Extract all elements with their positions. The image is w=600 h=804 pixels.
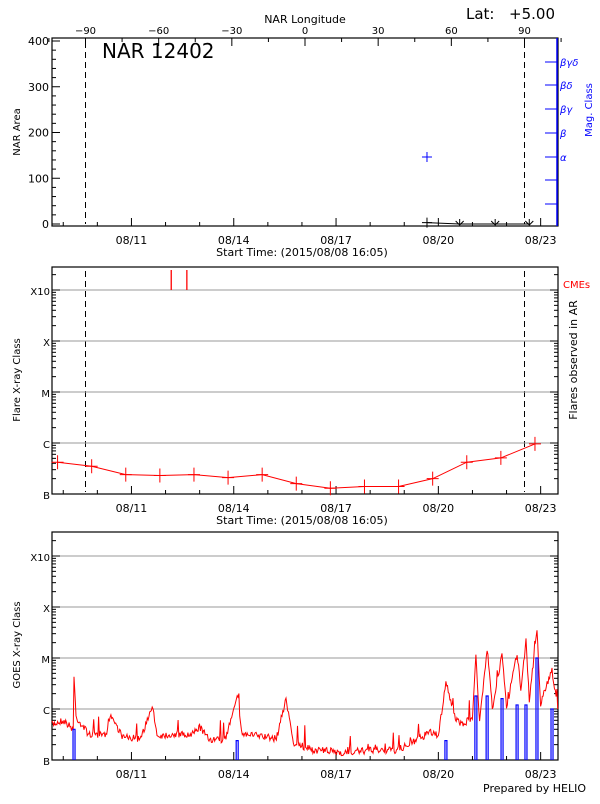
area-axis-label: NAR Area <box>12 108 23 155</box>
lat-value: +5.00 <box>509 5 555 23</box>
flare-point <box>222 470 235 485</box>
goes-short-channel-spike <box>535 657 539 760</box>
y-tick-label: X10 <box>30 287 50 298</box>
credit-text: Prepared by HELIO <box>483 782 586 795</box>
y-tick-label: 0 <box>42 218 49 231</box>
top-tick-label: −60 <box>148 26 169 37</box>
goes-short-channel-spike <box>515 704 519 760</box>
flare-point <box>119 467 132 482</box>
panel2-frame <box>51 266 559 495</box>
y-tick-label: X <box>43 338 50 349</box>
panel2-xlabel: Start Time: (2015/08/08 16:05) <box>216 514 388 527</box>
flare-point <box>187 467 200 482</box>
goes-short-channel-spike <box>524 704 528 760</box>
area-missing-marker <box>490 219 500 226</box>
flare-point <box>460 455 473 470</box>
y-tick-label: 200 <box>28 127 49 140</box>
goes-short-channel-spike <box>500 697 504 760</box>
goes-short-channel-spike <box>550 708 554 760</box>
mag-class-label: βδ <box>559 81 573 92</box>
top-tick-label: 0 <box>302 26 308 37</box>
x-tick-label: 08/17 <box>320 768 352 781</box>
top-tick-label: −30 <box>221 26 242 37</box>
mag-class-label: βγδ <box>559 58 578 69</box>
y-tick-label: B <box>43 491 50 502</box>
mag-class-label: βγ <box>559 105 573 116</box>
y-tick-label: B <box>43 757 50 768</box>
x-tick-label: 08/20 <box>422 502 454 515</box>
goes-short-channel-spike <box>72 728 76 760</box>
goes-short-channel-spike <box>485 695 489 760</box>
panel1-xlabel: Start Time: (2015/08/08 16:05) <box>216 246 388 259</box>
mag-class-label: β <box>559 129 567 140</box>
cme-label: CMEs <box>563 280 590 291</box>
top-tick-label: 60 <box>445 26 458 37</box>
area-missing-marker <box>455 219 465 226</box>
panel1-frame <box>51 37 559 227</box>
flare-point <box>426 471 439 486</box>
flare-point <box>153 468 166 483</box>
area-point <box>421 217 432 228</box>
y-tick-label: X <box>43 604 50 615</box>
mag-class-axis-label: Mag. Class <box>584 83 595 137</box>
x-tick-label: 08/14 <box>218 768 250 781</box>
y-tick-label: 300 <box>28 81 49 94</box>
flare-point <box>290 476 303 491</box>
top-axis-title: NAR Longitude <box>264 13 346 26</box>
x-tick-label: 08/20 <box>422 234 454 247</box>
flare-point <box>51 455 64 470</box>
area-missing-marker <box>524 219 534 226</box>
x-tick-label: 08/23 <box>525 234 557 247</box>
flare-point <box>358 479 371 494</box>
top-tick-label: 30 <box>372 26 385 37</box>
x-tick-label: 08/17 <box>320 234 352 247</box>
flare-point <box>392 479 405 494</box>
goes-short-channel-spike <box>474 695 478 760</box>
y-tick-label: M <box>41 655 50 666</box>
y-tick-label: X10 <box>30 553 50 564</box>
x-tick-label: 08/11 <box>116 234 148 247</box>
area-line <box>426 222 530 225</box>
panel3-frame <box>51 531 559 761</box>
mag-class-label: α <box>560 153 567 164</box>
x-tick-label: 08/23 <box>525 768 557 781</box>
x-tick-label: 08/17 <box>320 502 352 515</box>
lat-label: Lat: <box>466 5 494 23</box>
goes-short-channel-spike <box>235 740 239 760</box>
y-tick-label: 400 <box>28 35 49 48</box>
x-tick-label: 08/11 <box>116 502 148 515</box>
flare-point <box>494 450 507 465</box>
x-tick-label: 08/14 <box>218 234 250 247</box>
goes-short-channel-spike <box>444 740 448 760</box>
y-tick-label: C <box>43 440 50 451</box>
flare-class-axis-label: Flare X-ray Class <box>12 338 23 422</box>
x-tick-label: 08/23 <box>525 502 557 515</box>
x-tick-label: 08/14 <box>218 502 250 515</box>
flares-observed-label: Flares observed in AR <box>567 300 580 420</box>
y-tick-label: M <box>41 389 50 400</box>
goes-long-channel-line <box>51 630 559 757</box>
y-tick-label: C <box>43 706 50 717</box>
y-tick-label: 100 <box>28 172 49 185</box>
flare-point <box>528 436 541 451</box>
x-tick-label: 08/11 <box>116 768 148 781</box>
mag-class-point <box>421 152 432 162</box>
goes-class-axis-label: GOES X-ray Class <box>12 601 23 688</box>
top-tick-label: 90 <box>518 26 531 37</box>
flare-point <box>324 481 337 496</box>
flare-point <box>256 467 269 482</box>
top-tick-label: −90 <box>75 26 96 37</box>
x-tick-label: 08/20 <box>422 768 454 781</box>
flare-point <box>85 459 98 474</box>
